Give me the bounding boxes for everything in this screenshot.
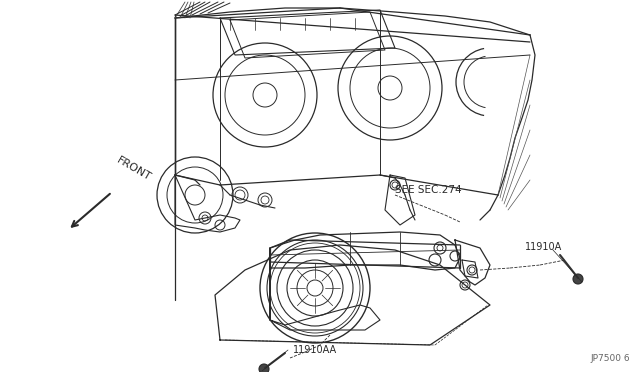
Circle shape [573, 274, 583, 284]
Text: 11910AA: 11910AA [293, 345, 337, 355]
Circle shape [259, 364, 269, 372]
Text: FRONT: FRONT [115, 155, 153, 183]
Text: SEE SEC.274: SEE SEC.274 [395, 185, 461, 195]
Text: JP7500 6: JP7500 6 [590, 354, 630, 363]
Text: 11910A: 11910A [525, 242, 563, 252]
